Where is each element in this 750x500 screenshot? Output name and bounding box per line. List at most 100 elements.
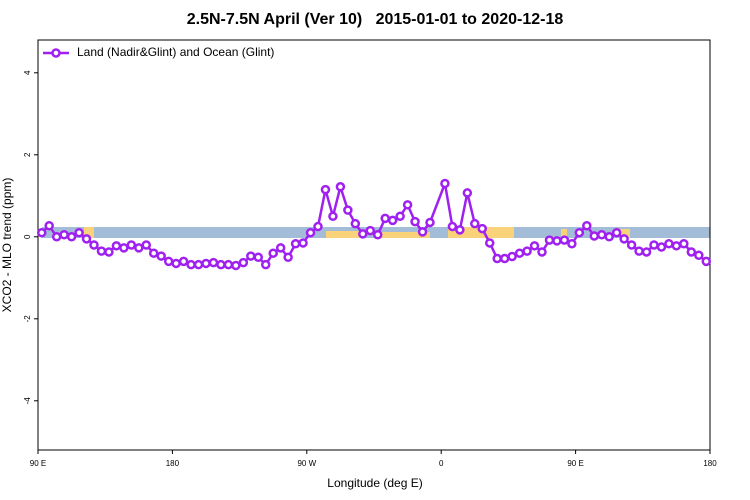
point <box>462 188 473 198</box>
x-tick-label: 180 <box>166 459 180 468</box>
point <box>484 238 495 248</box>
point <box>335 182 346 192</box>
point <box>671 241 682 251</box>
point <box>186 259 196 270</box>
point <box>567 239 577 249</box>
point <box>350 218 361 229</box>
point <box>305 227 316 238</box>
legend-marker <box>51 48 61 58</box>
point <box>148 248 159 258</box>
point <box>231 260 241 271</box>
point <box>156 251 166 261</box>
point <box>260 259 271 270</box>
point <box>298 238 308 248</box>
point <box>395 211 405 222</box>
point <box>559 235 570 245</box>
x-tick-label: 90 W <box>297 459 316 468</box>
point <box>626 240 637 250</box>
point <box>81 234 92 244</box>
point <box>290 239 301 249</box>
point <box>492 253 502 264</box>
point <box>694 250 704 260</box>
plot-frame <box>37 39 711 451</box>
point <box>223 259 234 270</box>
point <box>477 223 488 234</box>
point <box>74 227 84 238</box>
x-tick-label: 0 <box>439 459 444 468</box>
point <box>522 246 532 256</box>
x-tick-label: 180 <box>703 459 717 468</box>
x-tick-label: 90 E <box>30 459 46 468</box>
point <box>574 227 585 238</box>
point <box>163 256 174 267</box>
point <box>387 215 398 226</box>
point <box>410 216 420 227</box>
point <box>36 227 47 238</box>
x-tick-label: 90 E <box>567 459 583 468</box>
point <box>134 243 144 253</box>
point <box>611 227 622 238</box>
point <box>499 253 510 264</box>
point <box>402 200 413 210</box>
point <box>104 247 114 257</box>
point <box>96 246 107 256</box>
point <box>253 252 264 263</box>
point <box>701 256 712 267</box>
point <box>582 220 592 231</box>
point <box>686 247 697 257</box>
point <box>328 211 338 222</box>
y-axis-label: XCO2 - MLO trend (ppm) <box>0 178 14 313</box>
point <box>89 240 99 250</box>
point <box>238 257 249 268</box>
point <box>544 235 555 245</box>
point <box>417 227 428 237</box>
y-tick-label: -4 <box>23 397 32 405</box>
point <box>343 205 353 215</box>
point <box>178 256 189 267</box>
point <box>596 230 607 240</box>
point <box>193 259 204 270</box>
point <box>507 251 517 262</box>
point <box>649 240 659 250</box>
y-tick-label: -2 <box>23 315 32 323</box>
legend-label: Land (Nadir&Glint) and Ocean (Glint) <box>77 45 274 59</box>
point <box>51 232 62 242</box>
point <box>44 220 54 231</box>
series-line <box>40 178 708 267</box>
point <box>111 241 122 251</box>
point <box>455 225 465 235</box>
point <box>275 243 286 253</box>
point <box>66 232 77 242</box>
point <box>664 239 674 249</box>
point <box>447 221 458 232</box>
chart-title: 2.5N-7.5N April (Ver 10) 2015-01-01 to 2… <box>187 11 564 28</box>
point <box>283 252 293 263</box>
point <box>358 229 368 239</box>
point <box>208 257 219 268</box>
point <box>679 239 689 249</box>
point <box>641 247 652 257</box>
point <box>552 236 562 246</box>
y-tick-label: 0 <box>23 234 32 239</box>
point <box>313 221 323 232</box>
point <box>268 248 278 258</box>
point <box>656 242 667 252</box>
point <box>246 251 256 261</box>
point <box>372 230 383 240</box>
point <box>537 247 547 257</box>
point <box>470 218 480 229</box>
point <box>171 258 181 269</box>
point <box>201 258 211 269</box>
point <box>216 259 226 270</box>
y-tick-label: 4 <box>23 70 32 75</box>
point <box>634 246 644 256</box>
point <box>380 213 390 224</box>
y-tick-label: 2 <box>23 152 32 157</box>
point <box>514 248 525 258</box>
point <box>141 240 152 250</box>
point <box>440 178 450 189</box>
x-axis-label: Longitude (deg E) <box>327 476 422 490</box>
point <box>119 243 129 253</box>
